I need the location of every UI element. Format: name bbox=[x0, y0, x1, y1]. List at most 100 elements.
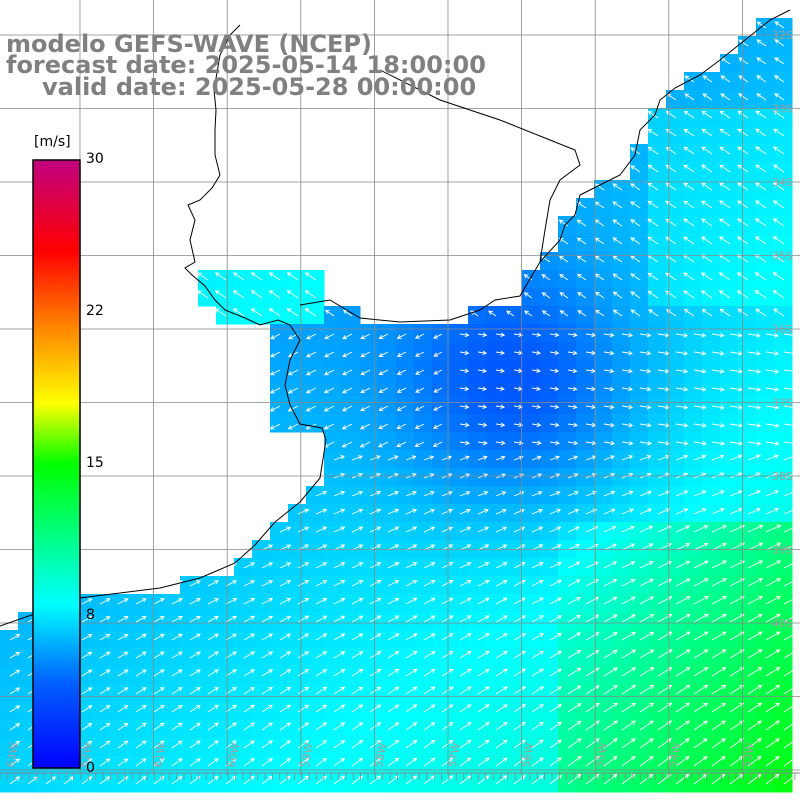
wind-cell bbox=[18, 738, 37, 757]
wind-arrow bbox=[297, 775, 310, 785]
wind-arrow bbox=[612, 201, 623, 209]
wind-arrow bbox=[306, 333, 317, 340]
wind-cell bbox=[594, 468, 613, 487]
wind-arrow bbox=[747, 507, 761, 515]
wind-cell bbox=[270, 756, 289, 775]
wind-cell bbox=[720, 468, 739, 487]
wind-arrow bbox=[549, 757, 562, 767]
wind-arrow bbox=[117, 722, 129, 731]
wind-cell bbox=[90, 774, 109, 793]
wind-arrow bbox=[99, 758, 111, 767]
wind-cell bbox=[162, 738, 181, 757]
wind-cell bbox=[486, 738, 505, 757]
wind-arrow bbox=[351, 740, 364, 749]
wind-cell bbox=[468, 594, 487, 613]
wind-arrow bbox=[603, 422, 615, 428]
wind-cell bbox=[738, 774, 757, 793]
wind-cell bbox=[612, 576, 631, 595]
wind-arrow bbox=[441, 597, 454, 605]
wind-cell bbox=[774, 720, 793, 739]
wind-arrow bbox=[459, 332, 470, 338]
wind-cell bbox=[270, 378, 289, 397]
wind-cell bbox=[126, 738, 145, 757]
wind-arrow bbox=[765, 702, 781, 713]
wind-cell bbox=[666, 360, 685, 379]
wind-cell bbox=[648, 720, 667, 739]
wind-cell bbox=[666, 684, 685, 703]
wind-cell bbox=[432, 630, 451, 649]
wind-cell bbox=[774, 378, 793, 397]
wind-arrow bbox=[773, 164, 785, 173]
wind-arrow bbox=[99, 722, 111, 731]
wind-arrow bbox=[369, 651, 382, 659]
wind-arrow bbox=[639, 756, 654, 767]
wind-arrow bbox=[675, 560, 691, 569]
wind-arrow bbox=[639, 490, 652, 497]
wind-arrow bbox=[387, 490, 400, 497]
wind-cell bbox=[378, 342, 397, 361]
wind-cell bbox=[180, 756, 199, 775]
wind-arrow bbox=[477, 739, 490, 749]
wind-arrow bbox=[477, 704, 490, 713]
wind-cell bbox=[558, 396, 577, 415]
wind-cell bbox=[504, 558, 523, 577]
wind-cell bbox=[540, 342, 559, 361]
wind-arrow bbox=[693, 332, 707, 338]
wind-arrow bbox=[756, 21, 767, 29]
wind-cell bbox=[594, 738, 613, 757]
wind-cell bbox=[414, 702, 433, 721]
wind-arrow bbox=[783, 387, 798, 392]
wind-arrow bbox=[711, 702, 727, 713]
wind-arrow bbox=[315, 651, 328, 659]
wind-arrow bbox=[441, 615, 454, 623]
wind-cell bbox=[270, 630, 289, 649]
wind-arrow bbox=[261, 598, 274, 605]
wind-arrow bbox=[315, 757, 328, 767]
wind-arrow bbox=[459, 757, 472, 767]
wind-arrow bbox=[459, 404, 470, 410]
latitude-label: 39S bbox=[772, 544, 793, 557]
wind-arrow bbox=[747, 596, 763, 605]
wind-arrow bbox=[207, 704, 219, 713]
wind-cell bbox=[738, 378, 757, 397]
wind-arrow bbox=[747, 542, 764, 551]
wind-cell bbox=[594, 576, 613, 595]
wind-arrow bbox=[765, 454, 779, 461]
wind-arrow bbox=[737, 164, 749, 173]
wind-arrow bbox=[477, 775, 490, 785]
wind-cell bbox=[612, 432, 631, 451]
wind-arrow bbox=[441, 686, 454, 695]
wind-arrow bbox=[99, 669, 111, 677]
wind-arrow bbox=[585, 440, 597, 446]
wind-arrow bbox=[297, 704, 310, 713]
wind-cell bbox=[414, 720, 433, 739]
wind-arrow bbox=[423, 455, 435, 461]
wind-cell bbox=[90, 612, 109, 631]
wind-cell bbox=[612, 684, 631, 703]
wind-arrow bbox=[153, 669, 165, 677]
wind-arrow bbox=[27, 776, 39, 785]
wind-cell bbox=[666, 702, 685, 721]
wind-arrow bbox=[459, 668, 472, 677]
wind-arrow bbox=[711, 631, 727, 641]
wind-cell bbox=[630, 738, 649, 757]
wind-arrow bbox=[495, 739, 508, 749]
wind-cell bbox=[576, 684, 595, 703]
wind-cell bbox=[612, 342, 631, 361]
wind-arrow bbox=[153, 598, 165, 605]
wind-cell bbox=[756, 432, 775, 451]
wind-cell bbox=[378, 522, 397, 541]
wind-arrow bbox=[369, 526, 382, 533]
wind-cell bbox=[342, 594, 361, 613]
wind-arrow bbox=[603, 756, 618, 767]
wind-arrow bbox=[693, 350, 707, 356]
longitude-label: 61W bbox=[151, 742, 168, 769]
wind-cell bbox=[360, 504, 379, 523]
wind-cell bbox=[360, 648, 379, 667]
wind-arrow bbox=[459, 422, 470, 428]
wind-cell bbox=[198, 666, 217, 685]
wind-cell bbox=[216, 774, 235, 793]
wind-cell bbox=[180, 576, 199, 595]
wind-cell bbox=[378, 558, 397, 577]
wind-arrow bbox=[755, 146, 767, 155]
